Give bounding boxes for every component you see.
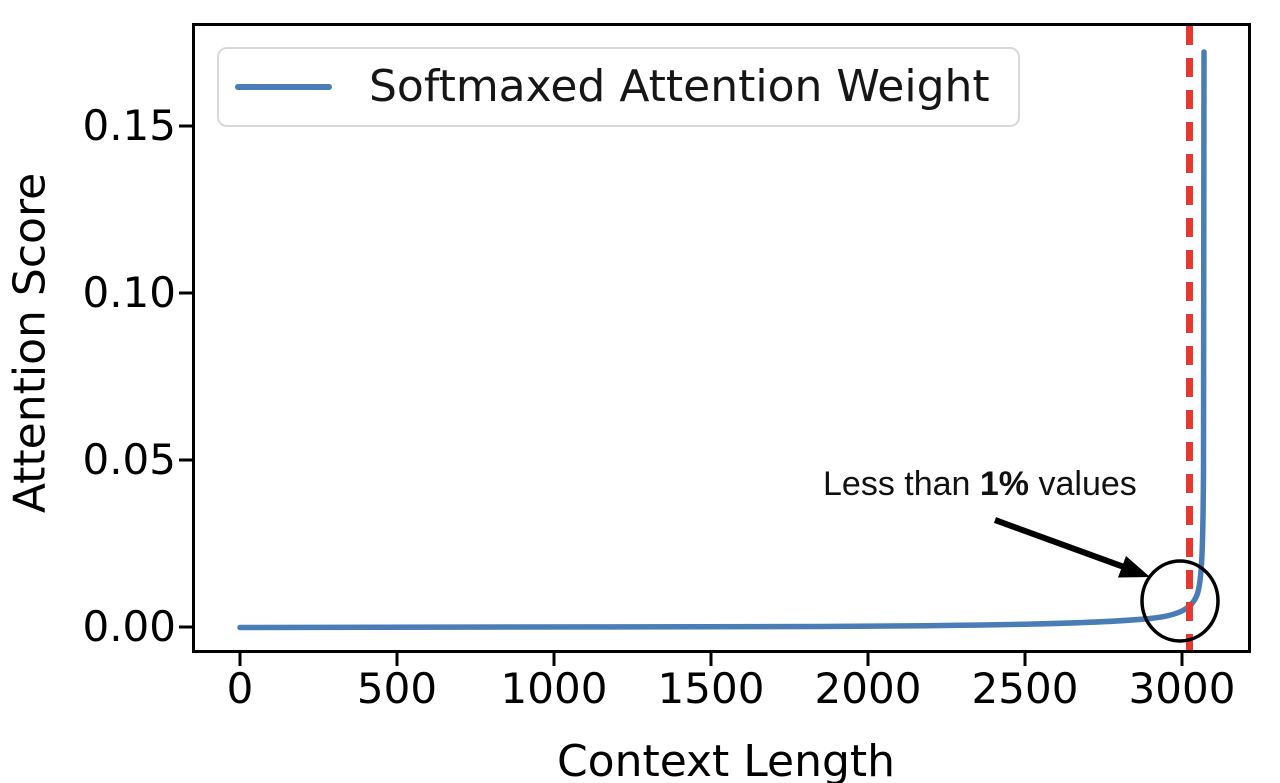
attention-curve-line: [237, 49, 1207, 631]
annotation-arrowhead-icon: [1118, 556, 1150, 578]
x-tick-label-1000: 1000: [500, 664, 608, 713]
legend-line-sample-icon: [235, 84, 332, 90]
plot-frame: [192, 23, 1251, 653]
x-tick-label-2000: 2000: [814, 664, 922, 713]
x-tick-label-0: 0: [226, 664, 254, 713]
y-tick-label-0.05: 0.05: [82, 435, 176, 484]
annotation-bold-value: 1%: [979, 465, 1030, 503]
y-tick-label-0.10: 0.10: [82, 268, 176, 317]
annotation-prefix: Less than: [823, 465, 980, 503]
x-tick-label-1500: 1500: [657, 664, 765, 713]
y-axis-title: Attention Score: [4, 172, 56, 514]
x-tick-label-500: 500: [356, 664, 438, 713]
annotation-suffix: values: [1029, 465, 1137, 503]
annotation-arrow-shaft: [993, 517, 1126, 570]
annotation-circle: [1140, 559, 1220, 643]
annotation-text: Less than 1% values: [823, 462, 1137, 506]
y-tick-label-0.15: 0.15: [82, 101, 176, 150]
y-tick-label-0.00: 0.00: [82, 602, 176, 651]
x-tick-label-3000: 3000: [1128, 664, 1236, 713]
x-axis-title: Context Length: [556, 736, 896, 783]
legend-box: Softmaxed Attention Weight: [217, 47, 1020, 127]
legend-entry-label: Softmaxed Attention Weight: [369, 61, 990, 112]
x-tick-label-2500: 2500: [971, 664, 1079, 713]
